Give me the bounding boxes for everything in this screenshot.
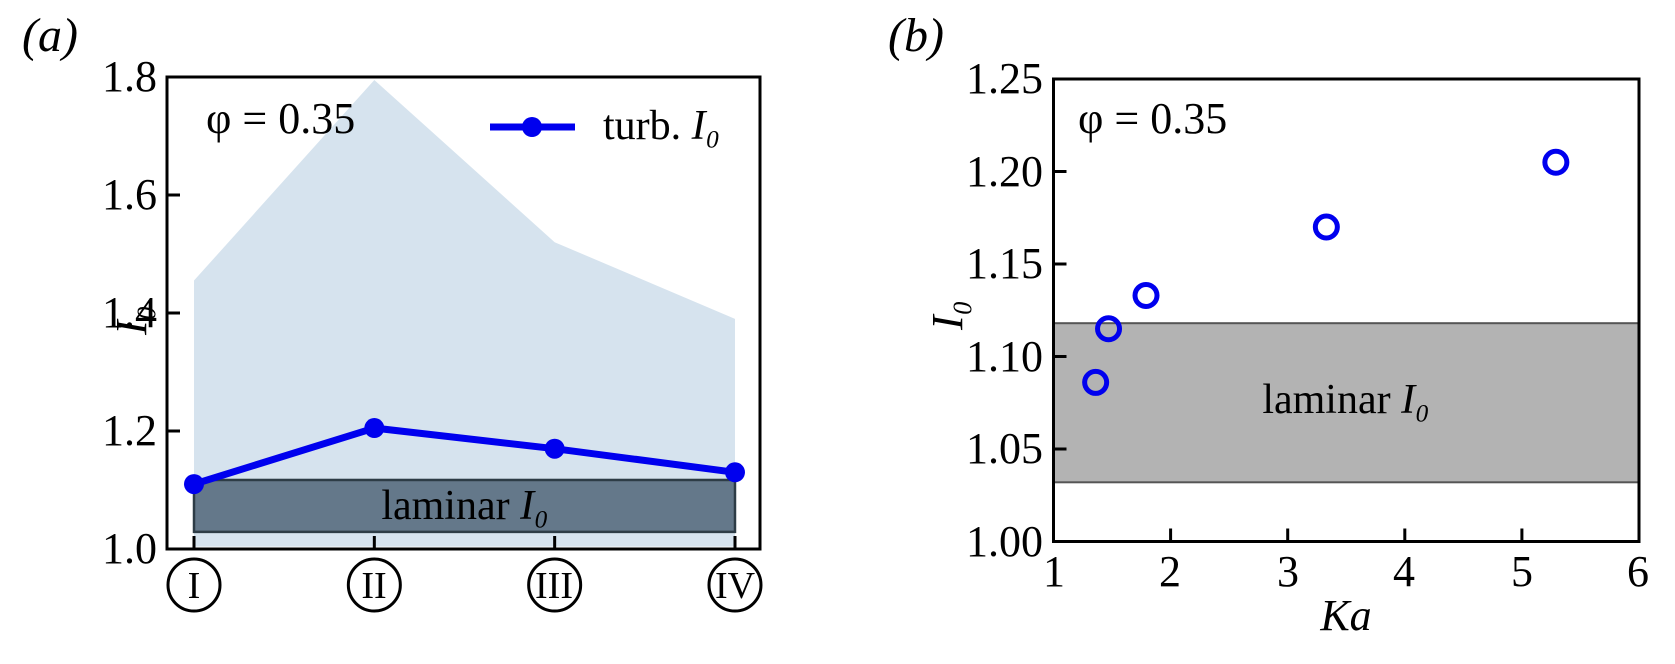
panel-b-ytick-label: 1.10 (966, 332, 1043, 381)
laminar-band-b (1052, 322, 1640, 484)
laminar-label-math: I₀ (520, 483, 549, 529)
panel-b-phi-annotation: φ = 0.35 (1078, 94, 1228, 143)
panel-b-y-axis-label: I₀ (923, 300, 972, 330)
panel-b-ytick-label: 1.00 (966, 517, 1043, 566)
panel-b-ytick-label: 1.15 (966, 239, 1043, 288)
scatter-point-marker (1095, 315, 1123, 343)
laminar-label-math: I₀ (1401, 377, 1430, 423)
panel-b-ytick-label: 1.05 (966, 424, 1043, 473)
panel-b-label: (b) (888, 9, 944, 62)
panel-a-ytick-label: 1.6 (102, 170, 157, 219)
scatter-point-marker (1312, 213, 1340, 241)
panel-b-laminar-label: laminar I₀ (1196, 379, 1496, 421)
scatter-point-marker (1082, 368, 1110, 396)
panel-a-ytick-label: 1.8 (102, 52, 157, 101)
panel-a-ytick-label: 1.4 (102, 288, 157, 337)
turbulent-point-marker (184, 474, 204, 495)
panel-b-xtick-label: 2 (1159, 547, 1181, 596)
panel-a-xtick-numeral-II: II (361, 565, 387, 607)
panel-b-xtick-label: 1 (1043, 547, 1065, 596)
legend-label-math: I₀ (691, 103, 721, 149)
turbulent-point-marker (724, 462, 745, 483)
panel-a-ytick-label: 1.2 (102, 406, 157, 455)
panel-b-xtick-label: 6 (1627, 547, 1649, 596)
scatter-point-marker (1132, 281, 1160, 309)
turbulence-envelope-area (194, 79, 735, 547)
turbulent-line (192, 424, 736, 488)
laminar-band-a (192, 478, 737, 534)
legend-marker-sample (522, 117, 542, 137)
scatter-point-marker (1542, 148, 1570, 176)
panel-a-phi-annotation: φ = 0.35 (206, 94, 356, 143)
panel-a-ytick-label: 1.0 (102, 524, 157, 573)
panel-a-xtick-numeral-I: I (187, 565, 201, 607)
xtick-circle-a (527, 557, 583, 613)
xtick-circle-a (166, 557, 222, 613)
panel-b-xtick-label: 4 (1393, 547, 1415, 596)
panel-b-xtick-label: 3 (1277, 547, 1299, 596)
axes-frame-b (1052, 77, 1641, 543)
turbulent-point-marker (364, 418, 385, 439)
panel-a-xtick-numeral-III: III (535, 565, 573, 607)
panel-b-ytick-label: 1.25 (966, 54, 1043, 103)
panel-a-laminar-label: laminar I₀ (315, 485, 615, 527)
panel-a-legend-label: turb. I₀ (603, 105, 720, 147)
xtick-circle-a (707, 557, 763, 613)
panel-b-x-axis-label: Ka (1320, 591, 1372, 640)
panel-a-label: (a) (22, 9, 78, 62)
panel-a-y-axis-label: I₀ (107, 305, 156, 335)
panel-a-xtick-numeral-IV: IV (714, 565, 756, 607)
panel-b-ytick-label: 1.20 (966, 147, 1043, 196)
laminar-label-prefix: laminar (381, 483, 521, 529)
xtick-circle-a (346, 557, 402, 613)
legend-label-prefix: turb. (603, 103, 692, 149)
panel-b-xtick-label: 5 (1511, 547, 1533, 596)
laminar-label-prefix: laminar (1262, 377, 1402, 423)
turbulent-point-marker (544, 438, 565, 459)
